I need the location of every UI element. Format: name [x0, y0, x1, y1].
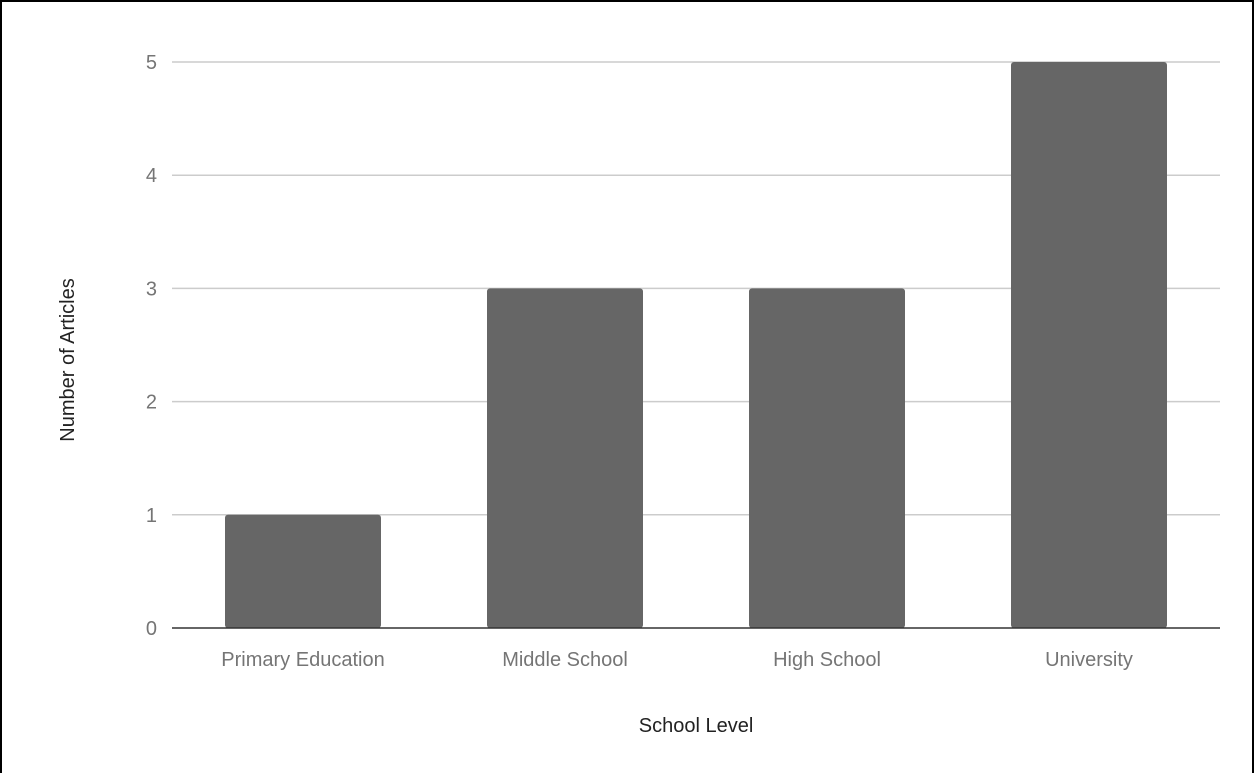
x-tick-label: University: [1045, 649, 1133, 671]
x-axis-title: School Level: [639, 715, 754, 737]
bar: [487, 288, 643, 628]
x-tick-label: Primary Education: [221, 649, 384, 671]
y-tick-label: 3: [146, 278, 157, 300]
bar: [749, 288, 905, 628]
y-axis-ticks: 0 1 2 3 4 5: [146, 52, 157, 640]
y-tick-label: 2: [146, 392, 157, 414]
y-tick-label: 5: [146, 52, 157, 74]
bar: [1011, 62, 1167, 628]
bar: [225, 514, 381, 628]
y-tick-label: 0: [146, 618, 157, 640]
bars: [225, 62, 1167, 628]
y-axis-title: Number of Articles: [57, 278, 79, 441]
x-tick-label: High School: [773, 649, 881, 671]
y-tick-label: 1: [146, 505, 157, 527]
y-tick-label: 4: [146, 165, 157, 187]
x-axis-ticks: Primary Education Middle School High Schoo…: [221, 649, 1133, 671]
x-tick-label: Middle School: [502, 649, 628, 671]
